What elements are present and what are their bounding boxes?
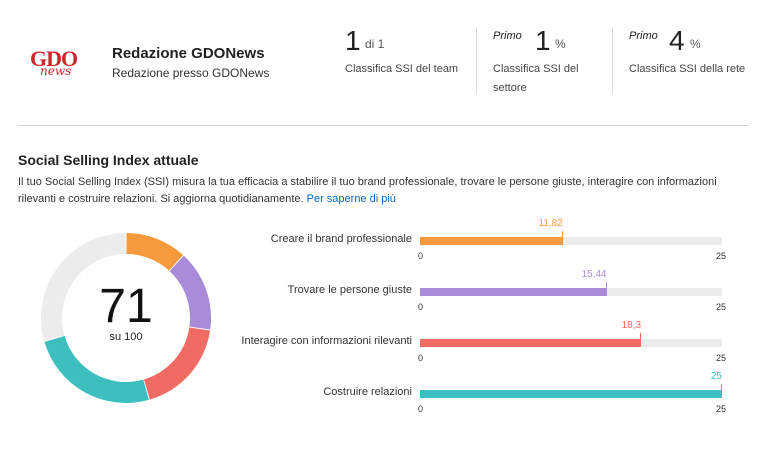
bar-value-marker: [561, 231, 563, 245]
bar-fill[interactable]: [420, 339, 642, 347]
donut-segment[interactable]: [126, 233, 184, 271]
stat-network-label: Classifica SSI della rete: [629, 63, 746, 75]
stat-industry-label-line2: settore: [493, 82, 527, 94]
stat-industry-value: 1: [535, 25, 551, 56]
stat-team-value: 1: [345, 25, 361, 56]
donut-segment-remainder[interactable]: [41, 233, 126, 341]
ssi-score: 71: [99, 280, 153, 333]
bar-value-marker: [605, 282, 607, 296]
profile-role: Redazione presso GDONews: [112, 66, 270, 80]
axis-tick-min: 0: [418, 302, 424, 312]
bar-category-label: Interagire con informazioni rilevanti: [241, 335, 412, 347]
ssi-description: Il tuo Social Selling Index (SSI) misura…: [18, 174, 738, 208]
axis-tick-max: 25: [716, 353, 727, 363]
axis-tick-min: 0: [418, 404, 424, 414]
stat-industry-suffix: %: [555, 37, 566, 51]
profile-header: GDO news Redazione GDONews Redazione pre…: [28, 40, 328, 90]
stat-team-label: Classifica SSI del team: [345, 63, 459, 75]
axis-tick-min: 0: [418, 353, 424, 363]
ssi-donut-chart: [41, 233, 211, 403]
stat-industry-prefix: Primo: [493, 30, 522, 42]
bar-track: 15,44: [420, 269, 722, 296]
stat-network-prefix: Primo: [629, 30, 658, 42]
donut-segment[interactable]: [44, 335, 149, 403]
company-logo[interactable]: GDO news: [28, 46, 90, 84]
stat-network-suffix: %: [690, 37, 701, 51]
logo-wordmark: GDO: [30, 46, 78, 71]
bar-track: 25: [420, 371, 722, 398]
bar-fill[interactable]: [420, 237, 563, 245]
ssi-description-text: Il tuo Social Selling Index (SSI) misura…: [18, 176, 717, 205]
bar-value-marker: [640, 333, 642, 347]
bar-value-label: 15,44: [581, 269, 607, 280]
bar-fill[interactable]: [420, 390, 722, 398]
ssi-score-out-of: su 100: [109, 331, 143, 343]
stat-network-value: 4: [669, 25, 685, 56]
learn-more-link[interactable]: Per saperne di più: [306, 193, 396, 205]
stat-team-suffix: di 1: [365, 37, 385, 51]
bar-category-label: Costruire relazioni: [323, 386, 412, 398]
axis-tick-max: 25: [716, 404, 727, 414]
ssi-title: Social Selling Index attuale: [18, 152, 199, 168]
donut-segment[interactable]: [169, 255, 211, 330]
bar-category-label: Trovare le persone giuste: [287, 284, 412, 296]
bar-value-label: 18,3: [621, 320, 642, 331]
stat-industry-label-line1: Classifica SSI del: [493, 63, 579, 75]
axis-tick-max: 25: [716, 302, 727, 312]
bar-value-marker: [721, 384, 722, 398]
bar-value-label: 11,82: [538, 218, 563, 229]
logo-subtext: news: [40, 64, 72, 78]
bar-fill[interactable]: [420, 288, 607, 296]
stat-divider: [612, 28, 613, 94]
bar-category-label: Creare il brand professionale: [270, 233, 412, 245]
stat-divider: [476, 28, 477, 94]
bar-track: 18,3: [420, 320, 722, 347]
axis-tick-min: 0: [418, 251, 424, 261]
axis-tick-max: 25: [716, 251, 727, 261]
section-divider: [18, 125, 748, 126]
bar-track: 11,82: [420, 218, 722, 245]
profile-name[interactable]: Redazione GDONews: [112, 45, 265, 62]
bar-value-label: 25: [710, 371, 722, 382]
donut-segment[interactable]: [143, 327, 211, 400]
